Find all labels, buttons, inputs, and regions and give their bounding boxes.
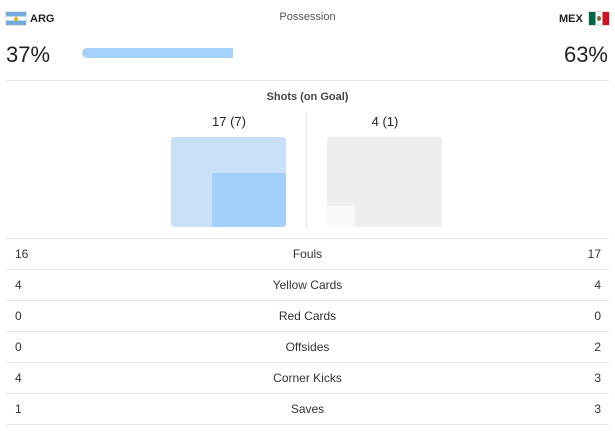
home-possession-value: 37% bbox=[6, 42, 51, 67]
possession-title: Possession bbox=[279, 11, 336, 23]
stat-row-fouls: 16 Fouls 17 bbox=[6, 239, 609, 270]
home-stat-value: 16 bbox=[15, 247, 29, 261]
away-stat-value: 3 bbox=[594, 371, 601, 385]
away-possession-value: 63% bbox=[563, 42, 608, 67]
home-stat-value: 0 bbox=[15, 309, 22, 323]
section-divider bbox=[6, 80, 609, 81]
home-stat-value: 0 bbox=[15, 340, 22, 354]
possession-bar bbox=[82, 48, 534, 58]
home-stat-value: 1 bbox=[15, 402, 22, 416]
shots-title: Shots (on Goal) bbox=[266, 91, 349, 103]
stat-label: Yellow Cards bbox=[272, 278, 343, 292]
home-stat-value: 4 bbox=[15, 278, 22, 292]
mexico-flag-icon bbox=[589, 12, 609, 25]
away-stat-value: 0 bbox=[594, 309, 601, 323]
stat-label: Fouls bbox=[292, 247, 323, 261]
away-shots-box bbox=[327, 137, 442, 227]
stat-row-red-cards: 0 Red Cards 0 bbox=[6, 301, 609, 332]
stat-label: Offsides bbox=[285, 340, 330, 354]
home-shots-box bbox=[171, 137, 286, 227]
stats-table: 16 Fouls 17 4 Yellow Cards 4 0 Red Cards… bbox=[6, 238, 609, 425]
home-shots-on-goal-box bbox=[212, 173, 286, 227]
stat-row-corner-kicks: 4 Corner Kicks 3 bbox=[6, 363, 609, 394]
shots-divider bbox=[306, 112, 307, 227]
away-shots-label: 4 (1) bbox=[371, 114, 399, 129]
stat-label: Corner Kicks bbox=[273, 371, 342, 385]
home-stat-value: 4 bbox=[15, 371, 22, 385]
home-shots-label: 17 (7) bbox=[212, 114, 246, 129]
home-possession-bar bbox=[82, 48, 233, 58]
away-stat-value: 17 bbox=[587, 247, 601, 261]
away-stat-value: 4 bbox=[594, 278, 601, 292]
stat-label: Red Cards bbox=[278, 309, 337, 323]
away-team-code: MEX bbox=[559, 13, 583, 25]
stat-label: Saves bbox=[290, 402, 325, 416]
home-team-code: ARG bbox=[30, 13, 55, 25]
away-stat-value: 2 bbox=[594, 340, 601, 354]
away-shots-on-goal-box bbox=[327, 206, 355, 227]
stat-row-yellow-cards: 4 Yellow Cards 4 bbox=[6, 270, 609, 301]
away-stat-value: 3 bbox=[594, 402, 601, 416]
stat-row-offsides: 0 Offsides 2 bbox=[6, 332, 609, 363]
argentina-flag-icon bbox=[6, 12, 26, 25]
stat-row-saves: 1 Saves 3 bbox=[6, 394, 609, 425]
